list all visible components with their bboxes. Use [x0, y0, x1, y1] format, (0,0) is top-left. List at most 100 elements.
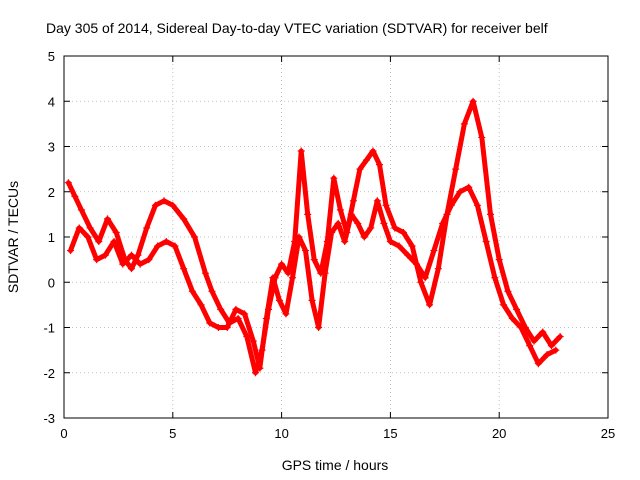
data-point-marker: [504, 287, 512, 295]
data-point-marker: [134, 251, 142, 259]
data-point-marker: [556, 333, 564, 341]
data-point-marker: [275, 296, 283, 304]
data-point-marker: [171, 242, 179, 250]
data-point-marker: [249, 337, 257, 345]
data-point-marker: [86, 224, 94, 232]
data-point-marker: [426, 301, 434, 309]
y-tick-label: 1: [48, 230, 55, 245]
data-point-marker: [469, 97, 477, 105]
data-point-marker: [241, 310, 249, 318]
y-tick-label: 2: [48, 185, 55, 200]
data-point-marker: [447, 201, 455, 209]
x-axis-label: GPS time / hours: [282, 457, 389, 473]
data-point-marker: [380, 219, 388, 227]
data-point-marker: [208, 287, 216, 295]
data-point-marker: [547, 342, 555, 350]
x-tick-label: 15: [383, 426, 397, 441]
x-tick-label: 10: [274, 426, 288, 441]
data-point-marker: [360, 233, 368, 241]
data-point-marker: [145, 256, 153, 264]
data-point-marker: [180, 215, 188, 223]
data-point-marker: [482, 238, 490, 246]
data-point-marker: [95, 238, 103, 246]
data-point-marker: [356, 165, 364, 173]
data-point-marker: [399, 228, 407, 236]
data-point-marker: [491, 274, 499, 282]
data-point-marker: [143, 224, 151, 232]
data-point-marker: [413, 260, 421, 268]
axis-ticks: 0 5 10 15 20 25 -3 -2 -1 0 1 2 3 4 5: [43, 49, 615, 441]
data-point-marker: [251, 369, 259, 377]
data-point-marker: [93, 256, 101, 264]
data-point-marker: [112, 228, 120, 236]
data-point-marker: [334, 219, 342, 227]
data-point-marker: [282, 310, 290, 318]
data-point-marker: [201, 269, 209, 277]
data-point-marker: [262, 314, 270, 322]
y-tick-label: -1: [43, 321, 55, 336]
data-point-marker: [460, 120, 468, 128]
data-point-marker: [127, 251, 135, 259]
data-point-marker: [154, 242, 162, 250]
data-point-marker: [232, 305, 240, 313]
data-point-marker: [284, 269, 292, 277]
y-tick-label: 3: [48, 140, 55, 155]
data-point-marker: [191, 233, 199, 241]
y-tick-label: -2: [43, 366, 55, 381]
data-point-marker: [304, 210, 312, 218]
data-point-marker: [180, 265, 188, 273]
data-point-marker: [234, 314, 242, 322]
data-point-marker: [127, 265, 135, 273]
data-point-marker: [543, 351, 551, 359]
data-point-marker: [104, 215, 112, 223]
data-point-marker: [473, 201, 481, 209]
data-point-marker: [362, 156, 370, 164]
data-point-marker: [354, 219, 362, 227]
data-point-marker: [310, 256, 318, 264]
data-point-marker: [336, 206, 344, 214]
data-point-marker: [101, 251, 109, 259]
data-point-marker: [217, 305, 225, 313]
data-point-marker: [206, 319, 214, 327]
data-point-marker: [269, 274, 277, 282]
data-point-marker: [341, 238, 349, 246]
data-point-marker: [526, 342, 534, 350]
y-tick-label: 5: [48, 49, 55, 64]
data-point-marker: [64, 179, 72, 187]
data-point-marker: [367, 224, 375, 232]
data-point-marker: [495, 256, 503, 264]
y-tick-label: -3: [43, 411, 55, 426]
series-trace-line: [68, 184, 559, 371]
data-point-marker: [508, 314, 516, 322]
data-point-marker: [243, 333, 251, 341]
data-point-marker: [71, 192, 79, 200]
data-point-marker: [465, 183, 473, 191]
data-point-marker: [302, 247, 310, 255]
data-point-marker: [330, 174, 338, 182]
data-point-marker: [162, 238, 170, 246]
data-point-marker: [500, 301, 508, 309]
series-track-a: [64, 97, 564, 377]
x-tick-label: 0: [60, 426, 67, 441]
data-point-marker: [391, 224, 399, 232]
data-point-marker: [288, 274, 296, 282]
data-point-marker: [297, 147, 305, 155]
data-point-marker: [256, 364, 264, 372]
data-point-marker: [382, 201, 390, 209]
data-point-marker: [430, 247, 438, 255]
data-point-marker: [404, 251, 412, 259]
data-point-marker: [421, 274, 429, 282]
data-point-marker: [169, 201, 177, 209]
data-point-marker: [347, 210, 355, 218]
y-axis-label: SDTVAR / TECUs: [5, 181, 21, 293]
data-point-marker: [84, 233, 92, 241]
data-point-marker: [452, 165, 460, 173]
data-point-marker: [328, 228, 336, 236]
data-point-marker: [278, 260, 286, 268]
data-point-marker: [188, 287, 196, 295]
data-point-marker: [513, 305, 521, 313]
x-tick-label: 5: [169, 426, 176, 441]
data-point-marker: [315, 324, 323, 331]
chart-title: Day 305 of 2014, Sidereal Day-to-day VTE…: [46, 20, 548, 36]
